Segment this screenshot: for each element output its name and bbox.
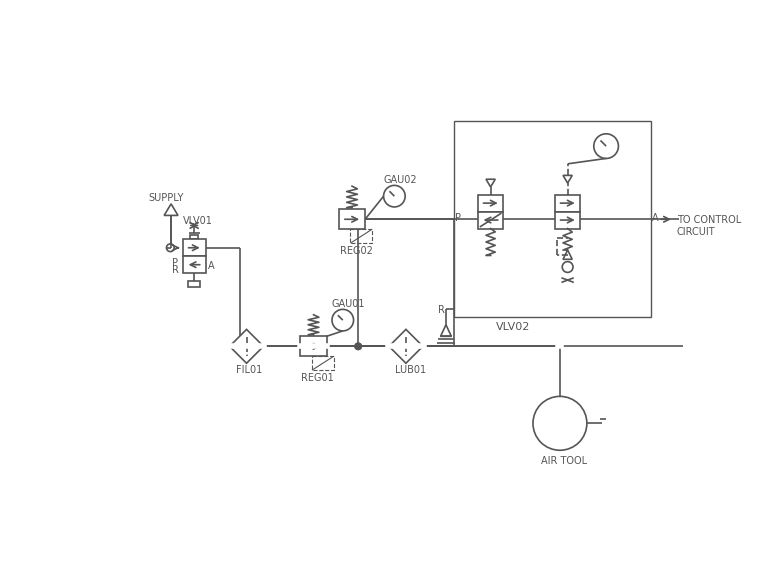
Text: A: A	[652, 213, 659, 223]
Circle shape	[332, 309, 353, 331]
Bar	[183, 256, 206, 273]
Text: REG01: REG01	[301, 373, 334, 383]
Text: VLV01: VLV01	[184, 216, 214, 226]
Bar	[454, 122, 650, 317]
Circle shape	[562, 262, 573, 272]
Polygon shape	[563, 175, 572, 183]
Text: GAU01: GAU01	[332, 298, 366, 309]
Circle shape	[533, 396, 587, 450]
Bar	[555, 195, 580, 211]
Text: VLV02: VLV02	[496, 321, 531, 332]
Text: P: P	[172, 258, 178, 268]
Polygon shape	[486, 179, 495, 187]
Circle shape	[355, 343, 361, 350]
Text: TO CONTROL
CIRCUIT: TO CONTROL CIRCUIT	[677, 215, 741, 237]
Polygon shape	[563, 250, 572, 259]
Bar	[555, 211, 580, 229]
Bar	[339, 209, 365, 229]
Bar	[190, 234, 198, 239]
Bar	[478, 195, 503, 211]
Polygon shape	[164, 204, 178, 215]
Text: SUPPLY: SUPPLY	[148, 193, 184, 203]
Text: LUB01: LUB01	[396, 365, 426, 375]
Polygon shape	[389, 329, 423, 363]
Text: GAU02: GAU02	[383, 175, 417, 185]
Text: FIL01: FIL01	[236, 365, 262, 375]
Circle shape	[355, 343, 361, 350]
Text: P: P	[455, 213, 462, 223]
Text: R: R	[439, 305, 445, 314]
Text: A: A	[208, 261, 214, 271]
Text: AIR TOOL: AIR TOOL	[541, 456, 587, 465]
Polygon shape	[230, 329, 263, 363]
Circle shape	[167, 244, 174, 252]
Circle shape	[594, 134, 618, 158]
Bar	[183, 239, 206, 256]
Bar	[188, 281, 200, 287]
Bar	[478, 211, 503, 229]
Polygon shape	[441, 325, 452, 336]
Circle shape	[383, 185, 406, 207]
Text: REG02: REG02	[339, 246, 372, 256]
Text: R: R	[172, 265, 179, 275]
Bar	[300, 336, 326, 357]
